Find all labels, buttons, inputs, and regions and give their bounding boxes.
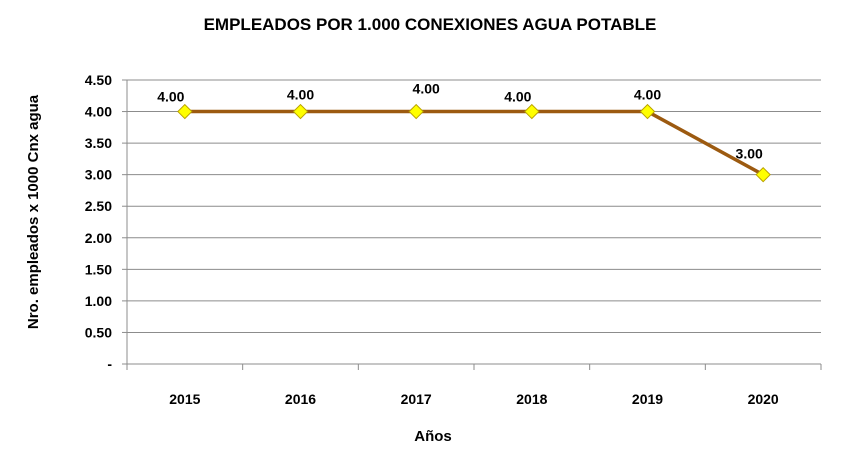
data-point bbox=[292, 103, 309, 120]
x-axis-ticks: 2015 2016 2017 2018 2019 2020 bbox=[169, 391, 779, 407]
data-label: 4.00 bbox=[504, 89, 531, 105]
y-tick-label: - bbox=[107, 356, 112, 372]
y-tick-label: 3.50 bbox=[85, 135, 112, 151]
y-axis-ticks: - 0.50 1.00 1.50 2.00 2.50 3.00 3.50 4.00 4.50 bbox=[85, 72, 113, 372]
data-label: 4.00 bbox=[157, 89, 184, 105]
data-labels: 4.00 4.00 4.00 4.00 4.00 3.00 bbox=[157, 81, 763, 162]
data-label: 4.00 bbox=[634, 87, 661, 103]
y-tick-label: 0.50 bbox=[85, 324, 112, 340]
y-tick-label: 2.00 bbox=[85, 230, 112, 246]
x-tick-label: 2016 bbox=[285, 391, 316, 407]
y-tick-label: 3.00 bbox=[85, 167, 112, 183]
data-point bbox=[755, 166, 771, 183]
gridlines bbox=[127, 79, 821, 333]
data-label: 3.00 bbox=[736, 146, 763, 162]
chart-title: EMPLEADOS POR 1.000 CONEXIONES AGUA POTA… bbox=[204, 15, 657, 34]
x-tick-label: 2019 bbox=[632, 391, 663, 407]
x-tick-label: 2020 bbox=[748, 391, 779, 407]
data-label: 4.00 bbox=[413, 81, 440, 97]
y-tick-label: 1.00 bbox=[85, 293, 112, 309]
y-tick-label: 4.50 bbox=[85, 72, 112, 88]
y-axis-title: Nro. empleados x 1000 Cnx agua bbox=[25, 94, 42, 329]
axes bbox=[122, 79, 822, 370]
data-point bbox=[639, 103, 656, 120]
data-label: 4.00 bbox=[287, 87, 314, 103]
x-tick-label: 2017 bbox=[401, 391, 432, 407]
y-tick-label: 2.50 bbox=[85, 198, 112, 214]
y-tick-label: 1.50 bbox=[85, 261, 112, 277]
series-line bbox=[184, 109, 765, 177]
data-point bbox=[524, 103, 540, 120]
data-point bbox=[408, 103, 424, 120]
data-point bbox=[177, 103, 193, 120]
x-tick-label: 2018 bbox=[516, 391, 547, 407]
y-tick-label: 4.00 bbox=[85, 104, 112, 120]
series bbox=[177, 103, 771, 183]
x-tick-label: 2015 bbox=[169, 391, 200, 407]
x-axis-title: Años bbox=[414, 428, 452, 445]
